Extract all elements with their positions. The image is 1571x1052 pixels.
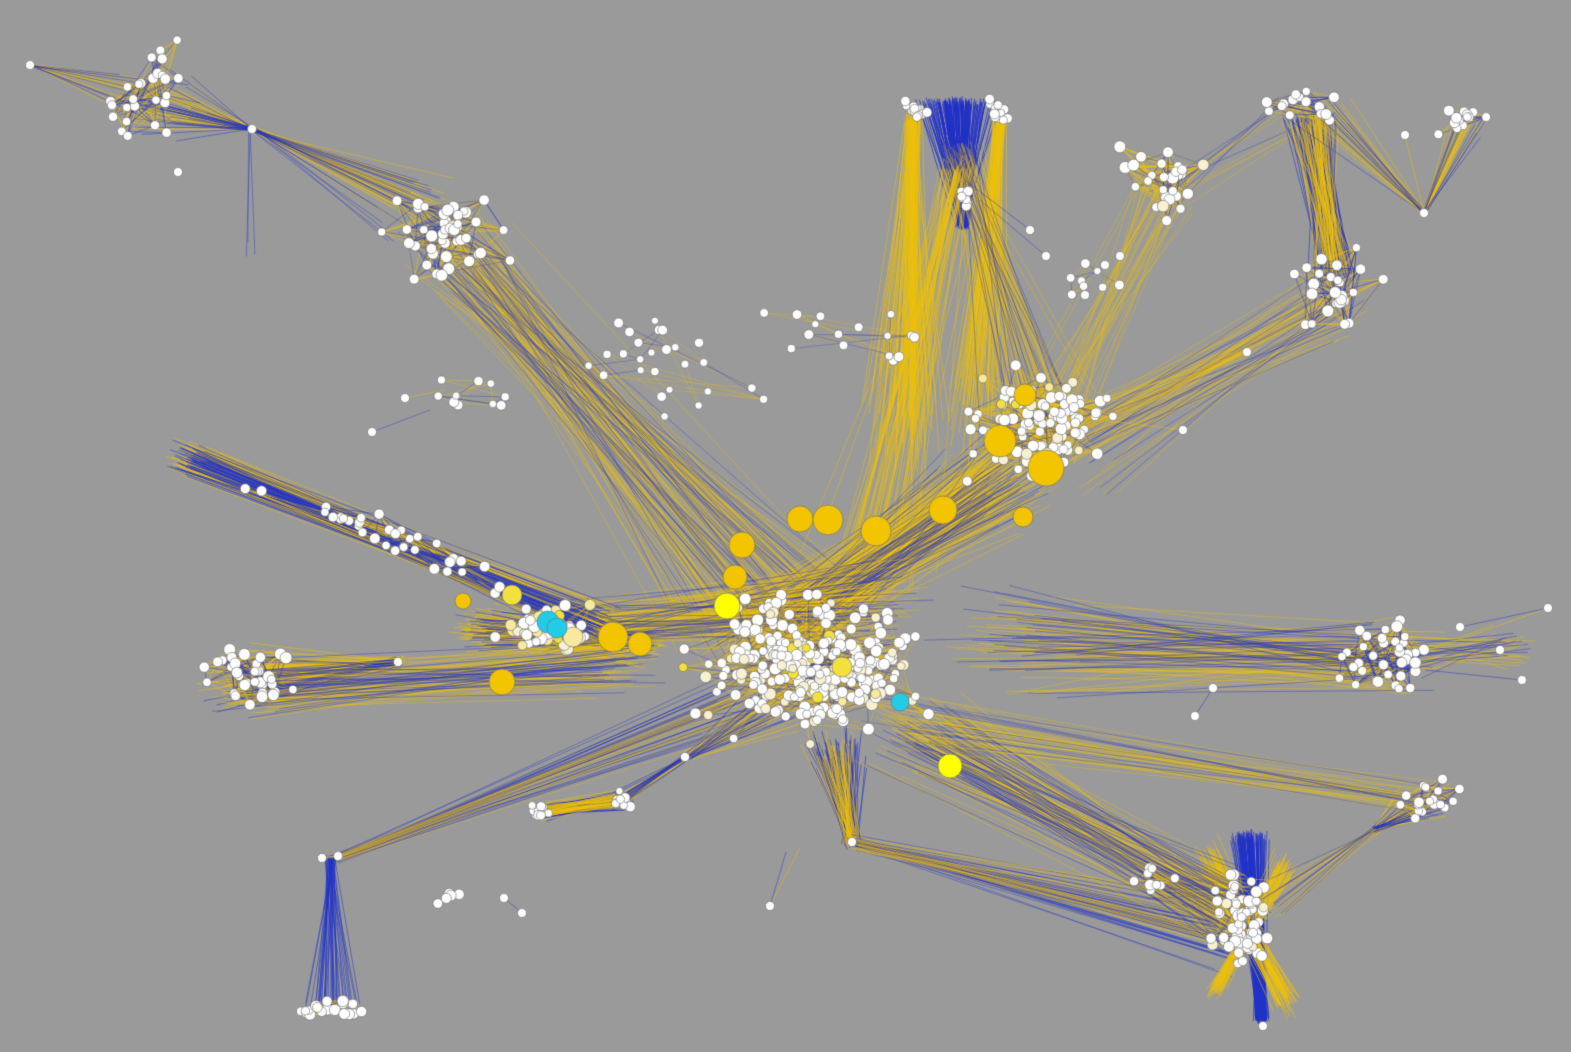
network-graph-canvas[interactable] [0,0,1571,1052]
graph-visualization [0,0,1571,1052]
